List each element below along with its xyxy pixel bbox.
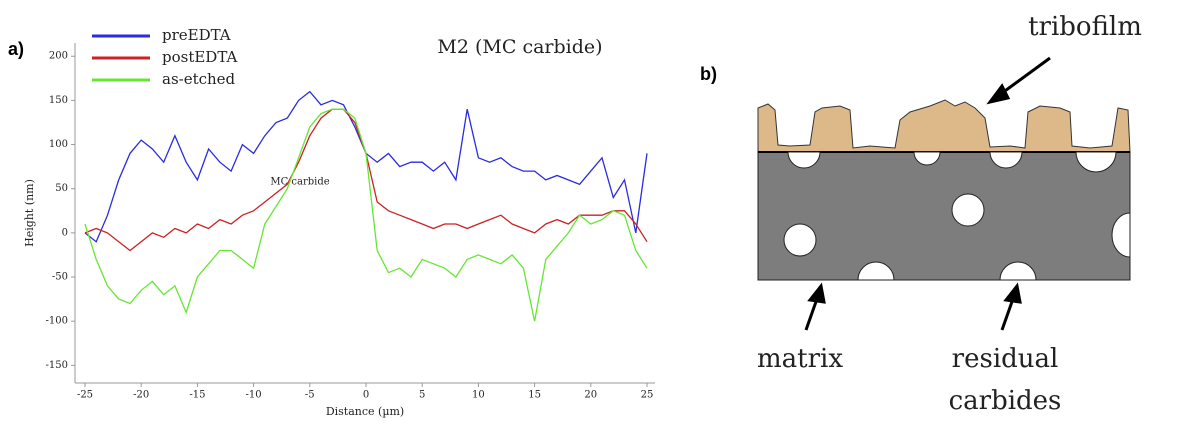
arrow-head <box>1003 282 1022 304</box>
y-axis-label: Height (nm) <box>23 179 36 247</box>
x-tick-label: -20 <box>133 390 149 401</box>
carbide <box>989 151 1023 169</box>
carbide <box>783 223 817 257</box>
y-tick-label: -100 <box>46 316 68 327</box>
matrix <box>757 151 1131 281</box>
diagram-label: residual <box>952 344 1059 374</box>
data-line <box>84 108 648 322</box>
y-tick-label: -150 <box>46 360 68 371</box>
diagram-label: matrix <box>757 344 843 374</box>
y-tick-label: 0 <box>62 227 68 238</box>
x-tick-label: 10 <box>472 390 485 401</box>
x-tick-label: 20 <box>584 390 597 401</box>
legend-label: as-etched <box>162 70 236 88</box>
x-tick-label: 5 <box>419 390 425 401</box>
chart-title: M2 (MC carbide) <box>437 36 602 58</box>
x-tick-label: -25 <box>77 390 93 401</box>
carbides <box>783 151 1131 281</box>
x-tick-label: -10 <box>246 390 262 401</box>
diagram <box>757 56 1131 331</box>
data-line <box>84 90 648 243</box>
y-tick-label: -50 <box>52 272 68 283</box>
carbide <box>951 193 985 227</box>
arrow <box>997 56 1051 98</box>
tribofilm <box>757 99 1131 153</box>
arrows <box>804 56 1051 331</box>
annotation: MC carbide <box>270 177 329 188</box>
x-tick-label: 25 <box>641 390 654 401</box>
x-tick-label: 15 <box>528 390 541 401</box>
y-tick-label: 200 <box>49 51 68 62</box>
legend-label: preEDTA <box>162 26 231 44</box>
carbide <box>787 151 821 169</box>
arrow-head <box>986 83 1011 105</box>
diagram-label: tribofilm <box>1028 12 1142 42</box>
x-tick-label: 0 <box>363 390 369 401</box>
x-tick-label: -5 <box>305 390 315 401</box>
carbide <box>913 151 941 166</box>
panel-label: a) <box>8 39 24 59</box>
panel-label: b) <box>700 64 717 84</box>
carbide <box>999 261 1037 281</box>
y-tick-label: 100 <box>49 139 68 150</box>
carbide <box>1075 151 1117 173</box>
carbide <box>857 261 895 281</box>
x-tick-label: -15 <box>189 390 205 401</box>
x-axis-label: Distance (µm) <box>326 405 404 418</box>
y-tick-label: 50 <box>55 183 68 194</box>
diagram-label: carbides <box>949 386 1062 416</box>
data-line <box>84 108 648 252</box>
carbide <box>1111 212 1131 258</box>
y-tick-label: 150 <box>49 95 68 106</box>
arrow-head <box>807 282 826 304</box>
legend-label: postEDTA <box>162 48 238 66</box>
